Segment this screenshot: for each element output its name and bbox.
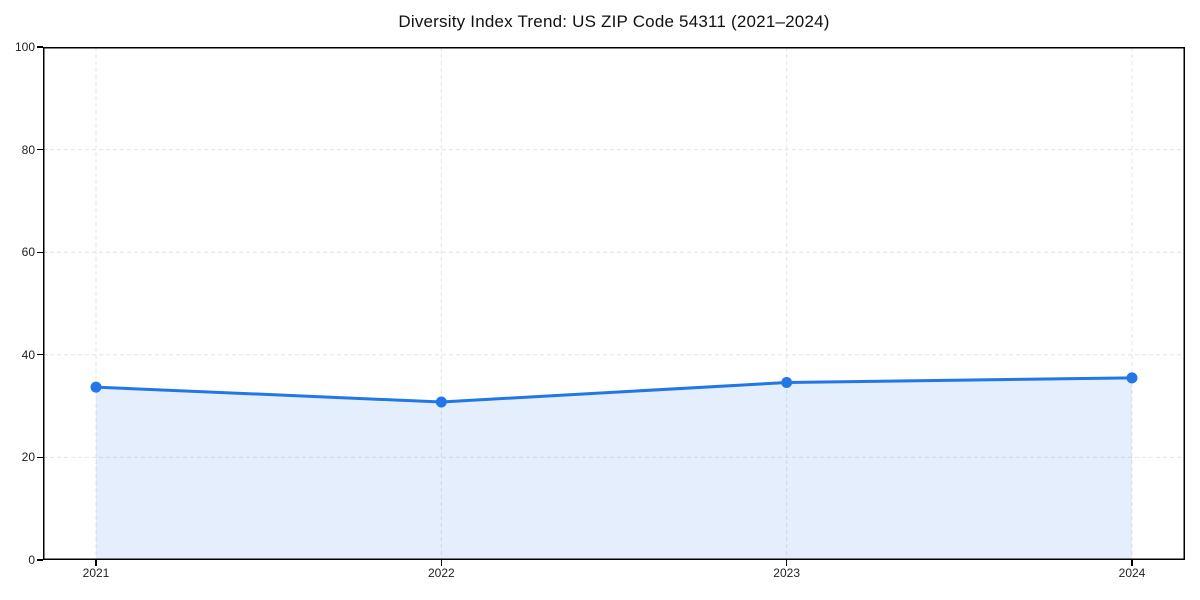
y-tick-label: 40 (21, 347, 35, 362)
y-tick-mark (37, 456, 43, 459)
x-tick-mark (1131, 560, 1133, 566)
y-tick-label: 60 (21, 245, 35, 260)
x-tick-label: 2021 (82, 566, 110, 580)
y-tick-mark (37, 251, 43, 253)
plot-area (43, 47, 1185, 560)
y-tick-label: 100 (14, 40, 35, 54)
y-tick-mark (37, 354, 43, 356)
chart-svg (43, 47, 1185, 560)
x-tick-label: 2024 (1118, 566, 1146, 580)
x-tick-mark (786, 560, 788, 566)
y-tick-mark (37, 559, 43, 561)
x-tick-mark (95, 560, 97, 566)
y-tick-label: 20 (21, 450, 35, 465)
chart-title: Diversity Index Trend: US ZIP Code 54311… (398, 12, 830, 31)
y-tick-label: 0 (28, 553, 35, 567)
y-tick-mark (37, 46, 43, 48)
x-tick-label: 2023 (773, 566, 800, 580)
y-tick-label: 80 (21, 142, 35, 157)
x-tick-label: 2022 (427, 566, 455, 580)
x-tick-mark (440, 560, 442, 566)
y-tick-mark (37, 148, 43, 151)
